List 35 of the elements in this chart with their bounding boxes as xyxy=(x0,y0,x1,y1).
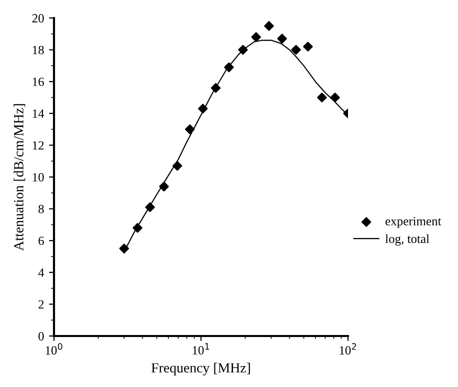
y-tick-label: 18 xyxy=(32,46,44,54)
point xyxy=(330,92,340,102)
y-tick-label: 2 xyxy=(38,300,44,309)
point xyxy=(303,42,313,52)
point xyxy=(172,161,182,171)
y-tick-label: 20 xyxy=(32,14,44,22)
point xyxy=(238,44,248,55)
point xyxy=(119,244,129,254)
point xyxy=(185,124,195,134)
y-tick-label: 12 xyxy=(32,141,44,150)
y-tick-label: 16 xyxy=(32,78,44,86)
y-axis-title: Attenuation [dB/cm/MHz] xyxy=(14,104,26,251)
point xyxy=(264,21,274,31)
x-tick-label: 10$^{2}$ xyxy=(340,343,356,355)
y-tick-label: 14 xyxy=(32,109,44,118)
y-tick-label: 10 xyxy=(32,173,44,182)
y-tick-label: 8 xyxy=(38,204,44,214)
x-tick-label: 10$^{1}$ xyxy=(192,343,210,354)
legend-label: log, total xyxy=(385,234,430,246)
point xyxy=(145,202,155,212)
point xyxy=(317,92,327,102)
point xyxy=(291,44,301,55)
legend-label: experiment xyxy=(386,216,442,228)
y-tick-label: 4 xyxy=(38,268,44,277)
y-tick-label: 6 xyxy=(38,236,44,246)
x-tick-label: 10$^{0}$ xyxy=(46,343,62,355)
x-axis-title: Frequency [MHz] xyxy=(151,362,250,376)
point xyxy=(277,34,287,44)
point xyxy=(210,83,221,93)
point xyxy=(132,223,142,233)
point xyxy=(159,182,169,192)
point xyxy=(224,62,234,72)
point xyxy=(251,32,261,42)
y-tick-label: 0 xyxy=(38,332,44,340)
point xyxy=(198,104,208,114)
